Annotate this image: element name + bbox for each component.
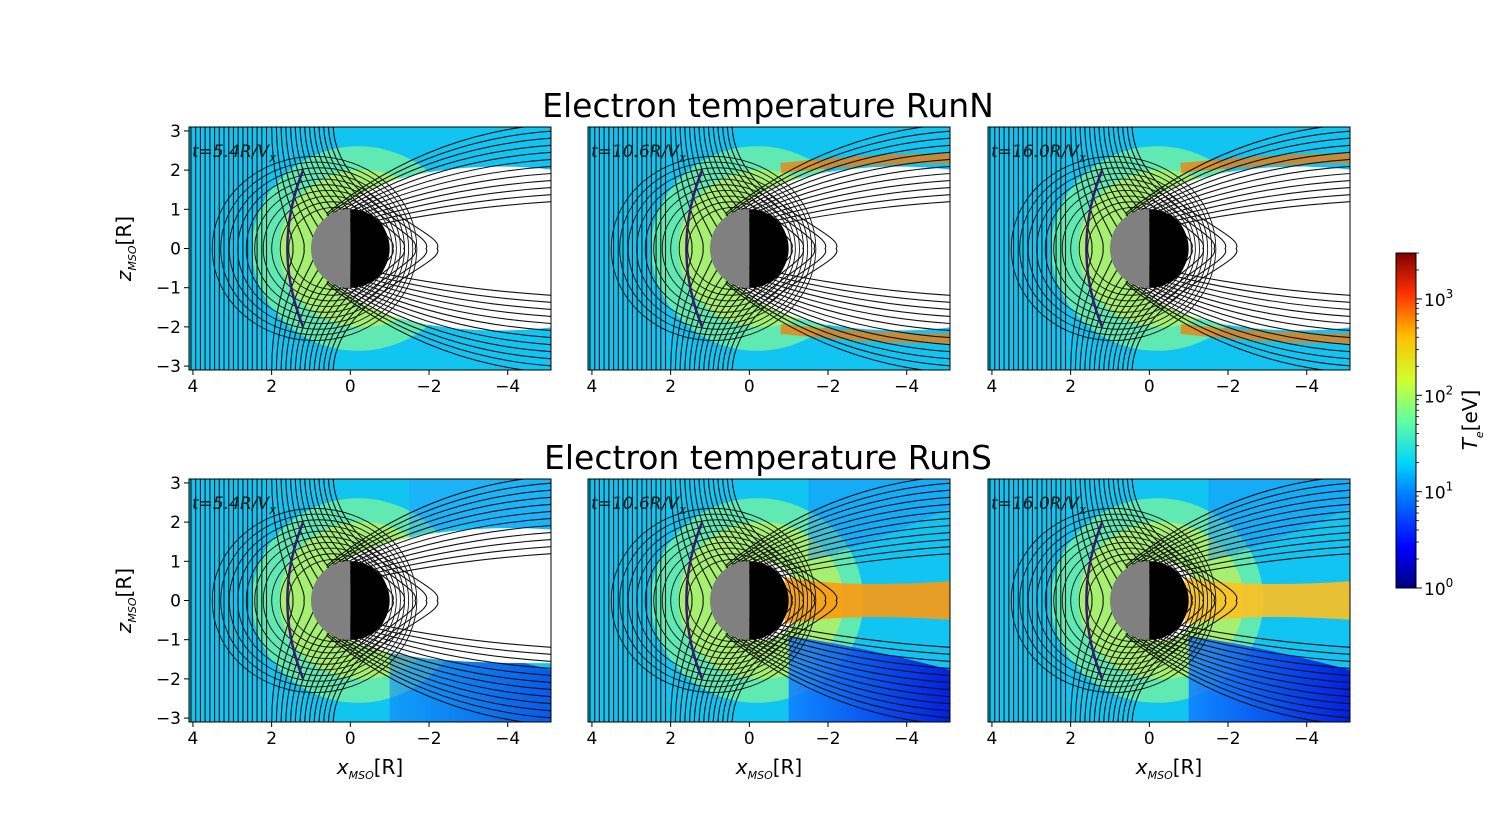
- y-tick-label: 2: [170, 513, 181, 533]
- x-tick-label: −2: [1215, 377, 1240, 397]
- x-tick-label: 4: [587, 729, 598, 749]
- x-tick-label: 4: [188, 729, 199, 749]
- planet-dayside: [310, 561, 351, 640]
- x-tick-label: 2: [1065, 729, 1076, 749]
- x-axis-label: xMSO[R]: [735, 755, 803, 782]
- row-2: Electron temperature RunS t=5.4R/Vx 4 2 0 −2 −…: [112, 438, 1351, 782]
- x-tick-label: 0: [345, 377, 356, 397]
- x-tick-label: −4: [1294, 729, 1319, 749]
- x-tick-label: 4: [987, 377, 998, 397]
- x-tick-label: 2: [1065, 377, 1076, 397]
- field-lines: [190, 127, 551, 370]
- y-tick-label: −2: [156, 318, 181, 338]
- y-axis-label: zMSO[R]: [112, 216, 139, 282]
- bow-shock-contour: [1085, 169, 1104, 328]
- y-tick-label: −3: [156, 357, 181, 377]
- y-tick-label: 2: [170, 161, 181, 181]
- colorbar: 100 101 102 103 Te[eV]: [1395, 252, 1486, 600]
- time-label: t=10.6R/Vx: [591, 142, 687, 165]
- x-tick-label: −4: [894, 377, 919, 397]
- planet-dayside: [709, 561, 750, 640]
- panel-2-1: t=5.4R/Vx 4 2 0 −2 −4 3 2 1 0 −1 −2 −3 zMSO[R] xMSO[R]: [112, 474, 552, 782]
- y-tick-label: 3: [170, 474, 181, 494]
- planet-dayside: [310, 209, 351, 288]
- planet-nightside: [749, 561, 789, 640]
- colorbar-tick-label: 100: [1424, 576, 1453, 600]
- planet-nightside: [350, 209, 390, 288]
- bow-shock-contour: [1085, 521, 1104, 680]
- planet-dayside: [1109, 209, 1150, 288]
- planet-dayside: [709, 209, 750, 288]
- planet-nightside: [1149, 209, 1189, 288]
- bow-shock-contour: [286, 169, 305, 328]
- row-title: Electron temperature RunN: [542, 86, 994, 125]
- y-tick-label: 1: [170, 200, 181, 220]
- x-tick-label: −4: [495, 729, 520, 749]
- time-label: t=16.0R/Vx: [991, 142, 1087, 165]
- x-tick-label: 4: [188, 377, 199, 397]
- x-tick-label: −2: [1215, 729, 1240, 749]
- y-tick-label: 0: [170, 592, 181, 612]
- planet-nightside: [1149, 561, 1189, 640]
- x-tick-label: 0: [1144, 729, 1155, 749]
- colorbar-tick-label: 103: [1424, 287, 1453, 311]
- colorbar-tick-label: 102: [1424, 383, 1453, 407]
- panel-1-2: t=10.6R/Vx 4 2 0 −2 −4: [587, 126, 951, 397]
- time-label: t=5.4R/Vx: [192, 494, 277, 517]
- bow-shock-contour: [286, 521, 305, 680]
- x-tick-label: 2: [665, 729, 676, 749]
- panel-2-3: t=16.0R/Vx 4 2 0 −2 −4 xMSO[R]: [987, 478, 1351, 782]
- time-label: t=5.4R/Vx: [192, 142, 277, 165]
- x-tick-label: −2: [815, 729, 840, 749]
- y-tick-label: 0: [170, 240, 181, 260]
- field-lines: [989, 127, 1350, 370]
- panel-frame: [587, 126, 951, 371]
- x-tick-label: 4: [587, 377, 598, 397]
- colorbar-gradient: [1395, 252, 1417, 589]
- x-tick-label: 0: [744, 377, 755, 397]
- y-tick-label: −2: [156, 670, 181, 690]
- x-tick-label: −4: [894, 729, 919, 749]
- planet-nightside: [749, 209, 789, 288]
- panel-2-2: t=10.6R/Vx 4 2 0 −2 −4 xMSO[R]: [587, 478, 951, 782]
- time-label: t=16.0R/Vx: [991, 494, 1087, 517]
- y-axis-label: zMSO[R]: [112, 568, 139, 634]
- y-tick-label: 3: [170, 122, 181, 142]
- x-tick-label: −2: [416, 377, 441, 397]
- row-1: Electron temperature RunN t=5.4R/Vx 4 2 0 −2 −…: [112, 86, 1351, 397]
- row-title: Electron temperature RunS: [544, 438, 992, 477]
- x-axis-label: xMSO[R]: [336, 755, 404, 782]
- x-tick-label: 2: [266, 729, 277, 749]
- x-tick-label: 0: [744, 729, 755, 749]
- x-tick-label: −4: [1294, 377, 1319, 397]
- panel-frame: [987, 126, 1351, 371]
- y-tick-label: −3: [156, 709, 181, 729]
- planet-dayside: [1109, 561, 1150, 640]
- x-tick-label: 0: [345, 729, 356, 749]
- y-tick-label: −1: [156, 631, 181, 651]
- colorbar-label: Te[eV]: [1458, 390, 1486, 451]
- bow-shock-contour: [685, 521, 704, 680]
- panel-frame: [987, 478, 1351, 723]
- y-tick-label: −1: [156, 279, 181, 299]
- x-tick-label: −4: [495, 377, 520, 397]
- x-tick-label: 2: [665, 377, 676, 397]
- x-tick-label: −2: [815, 377, 840, 397]
- time-label: t=10.6R/Vx: [591, 494, 687, 517]
- bow-shock-contour: [685, 169, 704, 328]
- panel-frame: [587, 478, 951, 723]
- x-axis-label: xMSO[R]: [1135, 755, 1203, 782]
- x-tick-label: −2: [416, 729, 441, 749]
- planet-nightside: [350, 561, 390, 640]
- y-tick-label: 1: [170, 552, 181, 572]
- x-tick-label: 4: [987, 729, 998, 749]
- colorbar-tick-label: 101: [1424, 480, 1453, 504]
- x-tick-label: 0: [1144, 377, 1155, 397]
- x-tick-label: 2: [266, 377, 277, 397]
- panel-1-3: t=16.0R/Vx 4 2 0 −2 −4: [987, 126, 1351, 397]
- panel-1-1: t=5.4R/Vx 4 2 0 −2 −4 3 2 1 0 −1 −2 −3 zMSO[R]: [112, 122, 552, 397]
